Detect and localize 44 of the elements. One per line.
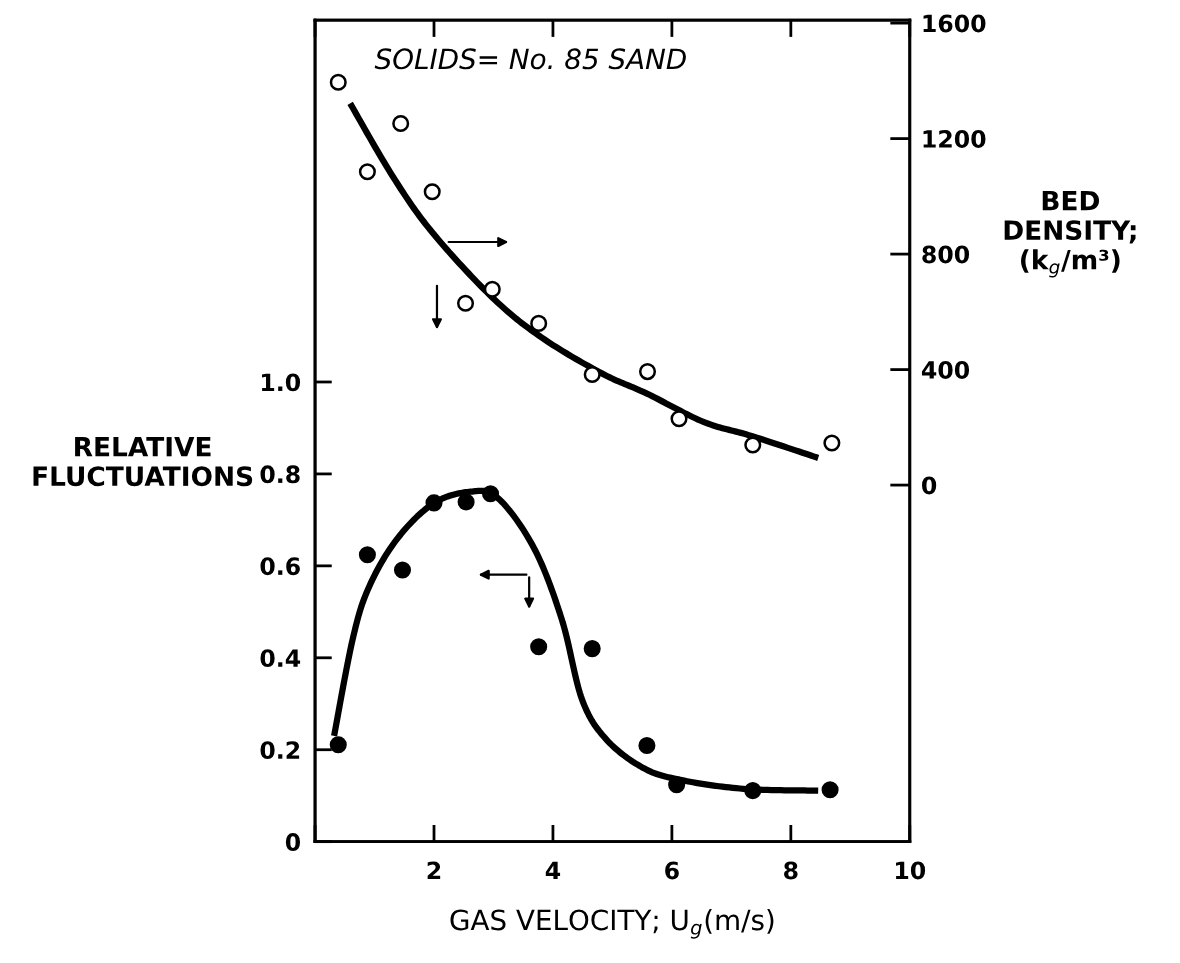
- point: [670, 410, 688, 428]
- point: [329, 73, 347, 91]
- x-tick-label: 2: [427, 861, 441, 880]
- point: [744, 782, 762, 800]
- y2-axis-title: BED DENSITY; (k$_{g}$/m³): [1004, 190, 1136, 278]
- y-tick-label: 0.6: [260, 557, 300, 576]
- point: [456, 294, 475, 312]
- point: [744, 436, 762, 454]
- y-tick-label: 0.8: [260, 465, 300, 484]
- y-tick-label: 0: [285, 833, 301, 851]
- point: [483, 280, 501, 298]
- point: [423, 183, 441, 201]
- y-tick-label: 0.2: [260, 741, 300, 760]
- point: [425, 494, 443, 512]
- annotation: SOLIDS= No. 85 SAND: [374, 48, 686, 70]
- y2-tick-label: 1200: [923, 130, 986, 148]
- point: [530, 314, 548, 332]
- x-tick-label: 8: [784, 861, 798, 880]
- point: [393, 561, 412, 579]
- point: [583, 365, 601, 384]
- point: [530, 638, 548, 656]
- y2-tick-label: 400: [921, 361, 970, 379]
- y2-tick-label: 1600: [923, 14, 986, 33]
- point: [358, 163, 376, 181]
- point: [329, 736, 347, 754]
- y2-tick-label: 800: [922, 245, 970, 264]
- point: [823, 434, 841, 452]
- y-axis-title: RELATIVE FLUCTUATIONS: [33, 437, 253, 487]
- point: [638, 363, 657, 381]
- point: [668, 776, 686, 794]
- point: [481, 485, 500, 503]
- x-axis-title: GAS VELOCITY; U$_{g}$(m/s): [450, 908, 774, 939]
- y-tick-label: 0.4: [260, 649, 301, 668]
- x-tick-label: 10: [896, 861, 926, 880]
- point: [583, 640, 601, 658]
- x-tick-label: 4: [545, 861, 561, 880]
- x-tick-label: 6: [665, 861, 679, 880]
- y2-tick-label: 0: [922, 476, 937, 495]
- point: [821, 781, 839, 799]
- point: [392, 115, 410, 133]
- point: [638, 737, 656, 755]
- y-tick-label: 1.0: [262, 373, 301, 392]
- point: [358, 546, 376, 564]
- point: [457, 493, 475, 511]
